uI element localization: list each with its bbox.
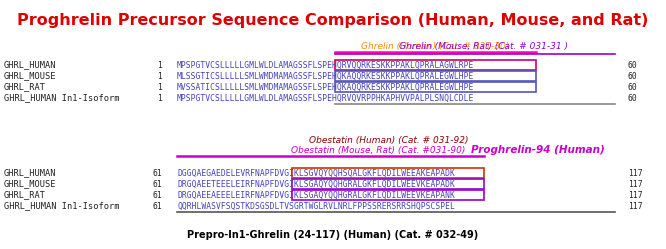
Text: 1: 1 [157,61,162,69]
Text: Prepro-In1-Ghrelin (24-117) (Human) (Cat. # 032-49): Prepro-In1-Ghrelin (24-117) (Human) (Cat… [187,230,479,240]
Text: 61: 61 [153,190,162,199]
Text: MVSSATICSLLLLLSMLWMDMAMAGSSFLSPEHQKAQQRKESKKPPAKLQPRALEGWLHPE: MVSSATICSLLLLLSMLWMDMAMAGSSFLSPEHQKAQQRK… [177,82,474,91]
Text: 60: 60 [628,61,638,69]
Text: GHRL_HUMAN: GHRL_HUMAN [4,169,57,178]
Text: 117: 117 [628,169,643,178]
Text: 1: 1 [157,71,162,80]
Text: Ghrelin (Mouse, Rat) (Cat. # 031-31 ): Ghrelin (Mouse, Rat) (Cat. # 031-31 ) [399,42,568,51]
Text: GHRL_MOUSE: GHRL_MOUSE [4,71,57,80]
Text: QQRHLWASVFSQSTKDSGSDLTVSGRTWGLRVLNRLFPPSSRERSRRSHQPSCSPEL: QQRHLWASVFSQSTKDSGSDLTVSGRTWGLRVLNRLFPPS… [177,201,455,210]
Text: GHRL_HUMAN: GHRL_HUMAN [4,61,57,69]
Text: 117: 117 [628,180,643,188]
Text: MLSSGTICSLLLLLSMLWMDMAMAGSSFLSPEHQKAQQRKESKKPPAKLQPRALEGWLHPE: MLSSGTICSLLLLLSMLWMDMAMAGSSFLSPEHQKAQQRK… [177,71,474,80]
Text: DRGQAEETEEELEIRFNAPFDVGIKLSGAQYQQHGRALGKFLQDILWEEVKEAPADK: DRGQAEETEEELEIRFNAPFDVGIKLSGAQYQQHGRALGK… [177,180,455,188]
Text: 61: 61 [153,180,162,188]
Text: 1: 1 [157,94,162,103]
Text: Proghrelin Precursor Sequence Comparison (Human, Mouse, and Rat): Proghrelin Precursor Sequence Comparison… [17,13,649,28]
Text: 60: 60 [628,82,638,91]
Text: GHRL_RAT: GHRL_RAT [4,190,46,199]
Text: GHRL_HUMAN In1-Isoform: GHRL_HUMAN In1-Isoform [4,94,119,103]
Text: MPSPGTVCSLLLLLGMLWLDLAMAGSSFLSPEHQRVQQRKESKKPPAKLQPRALAGWLRPE: MPSPGTVCSLLLLLGMLWLDLAMAGSSFLSPEHQRVQQRK… [177,61,474,69]
Text: GHRL_RAT: GHRL_RAT [4,82,46,91]
Text: 60: 60 [628,94,638,103]
Text: 61: 61 [153,169,162,178]
Text: 117: 117 [628,190,643,199]
Text: Obestatin (Mouse, Rat) (Cat. #031-90): Obestatin (Mouse, Rat) (Cat. #031-90) [291,146,466,155]
Text: Proghrelin-94 (Human): Proghrelin-94 (Human) [472,145,605,155]
Text: 60: 60 [628,71,638,80]
Text: GHRL_MOUSE: GHRL_MOUSE [4,180,57,188]
Text: DRGQAEEAEEELEIRFNAPFDVGIKLSGAQYQQHGRALGKFLQDILWEEVKEAPANK: DRGQAEEAEEELEIRFNAPFDVGIKLSGAQYQQHGRALGK… [177,190,455,199]
Text: 1: 1 [157,82,162,91]
Text: DGGQAEGAEDELEVRFNAPFDVGIKLSGVQYQQHSQALGKFLQDILWEEAKEAPADK: DGGQAEGAEDELEVRFNAPFDVGIKLSGVQYQQHSQALGK… [177,169,455,178]
Text: Ghrelin (Human) (Cat. # 031-30): Ghrelin (Human) (Cat. # 031-30) [361,42,509,51]
Text: Obestatin (Human) (Cat. # 031-92): Obestatin (Human) (Cat. # 031-92) [308,136,468,145]
Text: MPSPGTVCSLLLLLGMLWLDLAMAGSSFLSPEHQRVQVRPPHKAPHVVPALPLSNQLCDLE: MPSPGTVCSLLLLLGMLWLDLAMAGSSFLSPEHQRVQVRP… [177,94,474,103]
Text: GHRL_HUMAN In1-Isoform: GHRL_HUMAN In1-Isoform [4,201,119,210]
Text: 117: 117 [628,201,643,210]
Text: 61: 61 [153,201,162,210]
